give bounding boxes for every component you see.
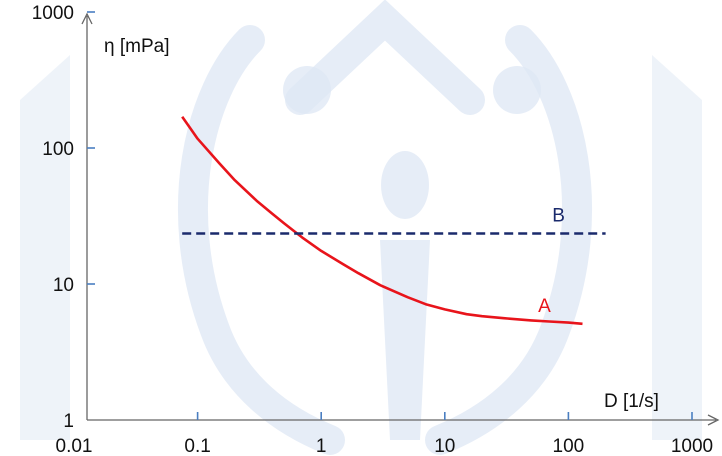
- x-tick-label: 10: [434, 436, 455, 456]
- watermark-body: [380, 240, 430, 440]
- x-tick-label: 1000: [671, 436, 713, 456]
- x-axis-arrow: [707, 414, 720, 426]
- y-tick-label: 1000: [32, 3, 74, 24]
- watermark-head-center: [381, 151, 429, 219]
- watermark-head-left: [283, 66, 331, 114]
- axes: [81, 12, 720, 426]
- watermark-arc-right: [425, 25, 593, 455]
- watermark-head-right: [493, 66, 541, 114]
- y-tick-label: 10: [53, 275, 74, 296]
- watermark-logo: [20, 0, 702, 455]
- x-axis-label: D [1/s]: [604, 391, 659, 412]
- watermark-right-band: [652, 55, 702, 440]
- y-tick-label: 100: [42, 139, 74, 160]
- watermark-roof: [285, 0, 485, 115]
- series-label-B: B: [552, 206, 565, 227]
- y-tick-label: 1: [63, 411, 74, 432]
- y-axis-label: η [mPa]: [104, 36, 169, 57]
- series-line-A: [181, 115, 583, 326]
- x-tick-label: 100: [553, 436, 585, 456]
- watermark-left-band: [20, 55, 70, 440]
- x-tick-label: 0.1: [184, 436, 210, 456]
- series-label-A: A: [538, 296, 551, 317]
- x-tick-label: 1: [316, 436, 327, 456]
- x-tick-label: 0.01: [56, 436, 93, 456]
- y-axis-arrow: [81, 12, 93, 25]
- watermark-arc-left: [177, 25, 345, 455]
